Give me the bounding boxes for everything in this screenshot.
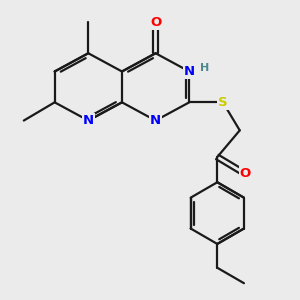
- Text: N: N: [184, 65, 195, 78]
- Text: N: N: [150, 114, 161, 127]
- Text: O: O: [240, 167, 251, 180]
- Text: N: N: [83, 114, 94, 127]
- Text: O: O: [150, 16, 161, 29]
- Text: S: S: [218, 96, 228, 109]
- Text: H: H: [200, 63, 209, 73]
